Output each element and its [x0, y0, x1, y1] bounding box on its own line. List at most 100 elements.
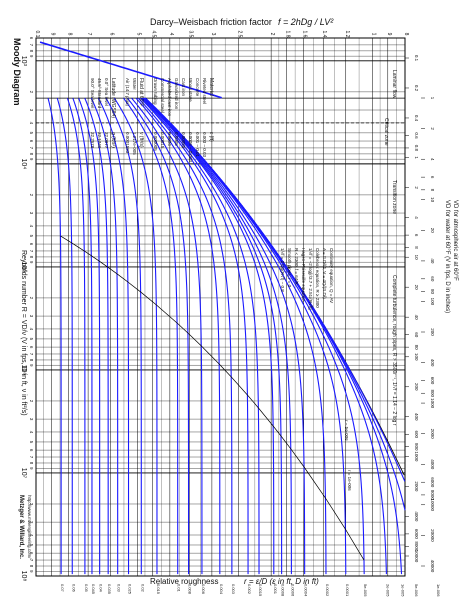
- reynolds-axis: 6 7 8 9 2 3 4 5 6 7 8 9 2 3 4 5 6 7 8 9 2 3 4 5 6 7 8 9 2 3 4 5 6 7 8 9 2 3 4 5…: [20, 37, 34, 582]
- roughness-label: 0.035: [107, 584, 112, 595]
- roughness-label: 0.004: [219, 584, 224, 595]
- vd-water-tick-label: 10000: [414, 550, 419, 563]
- table-cell: 0.003 – 0.03: [202, 132, 207, 158]
- critical-zone-label: Critical zone: [383, 118, 389, 146]
- roughness-label: 0.01: [177, 584, 182, 593]
- vd-air-tick-label: 8000: [430, 490, 435, 501]
- reynolds-tick-label: 4: [29, 122, 34, 125]
- roughness-curve: [123, 97, 179, 575]
- table-cell: 0.0004: [167, 132, 172, 146]
- reynolds-tick-label: 8: [29, 462, 34, 465]
- vd-water-tick-label: 400: [414, 413, 419, 421]
- credit-company: Metzger & Willard, Inc.: [18, 495, 24, 559]
- equation-text: 1/√f = 2 log(R√f) − 0.8: [280, 248, 285, 292]
- table-cell: 0.00085: [181, 132, 186, 149]
- table-cell: 32.0877: [104, 132, 109, 149]
- reynolds-tick-label: 7: [29, 559, 34, 562]
- reynolds-tick-label: 9: [29, 158, 34, 161]
- roughness-curve: [66, 97, 86, 575]
- roughness-curve: [127, 97, 190, 575]
- reynolds-tick-label: 8: [29, 565, 34, 568]
- reynolds-tick-label: 8: [29, 153, 34, 156]
- reynolds-tick-label: 9: [29, 364, 34, 367]
- transition-zone-label: Transition zone: [391, 180, 397, 214]
- roughness-curve: [143, 97, 292, 575]
- equation-text: Continuity equation, Q = AV: [329, 248, 334, 303]
- vd-water-tick-label: 0.8: [414, 145, 419, 152]
- table-cell: 32.1740: [97, 132, 102, 149]
- friction-curves: [39, 41, 406, 575]
- reynolds-decade-label: 10⁶: [20, 365, 27, 376]
- vd-water-tick-label: 2: [414, 186, 419, 189]
- f-tick-label: 1.6: [302, 31, 308, 38]
- roughness-curve: [140, 97, 249, 575]
- vd-air-tick-label: 4: [430, 158, 435, 161]
- f-tick-label: 4: [168, 33, 174, 36]
- reynolds-tick-label: 6: [29, 449, 34, 452]
- vd-air-tick-label: 2: [430, 127, 435, 130]
- table-cell: 0.000005: [153, 132, 158, 151]
- roughness-curve: [137, 97, 233, 575]
- equation-text: Hagen–Poiseuille equation: [301, 248, 306, 302]
- roughness-curve: [131, 97, 203, 575]
- reynolds-tick-label: 4: [29, 534, 34, 537]
- vd-water-tick-label: 100: [414, 353, 419, 361]
- roughness-label: 1e-006: [436, 584, 441, 597]
- vd-water-tick-label: 1: [414, 156, 419, 159]
- f-tick-label: 0.1: [34, 31, 40, 38]
- vd-air-tick-label: 10000: [430, 499, 435, 512]
- roughness-label: 0.0002: [325, 584, 330, 597]
- reynolds-tick-label: 9: [29, 467, 34, 470]
- roughness-label: 0.02: [140, 584, 145, 593]
- vd-water-tick-label: 8: [414, 246, 419, 249]
- vd-air-axis-label: VD for atmospheric air at 60°F: [452, 200, 458, 281]
- vd-water-tick-label: 0.1: [414, 55, 419, 62]
- table-cell: 0.0° Sea level: [104, 78, 109, 106]
- reynolds-tick-label: 5: [29, 441, 34, 444]
- vd-air-tick-label: 4000: [430, 459, 435, 470]
- vd-air-tick-label: 20: [430, 228, 435, 234]
- table-cell: Cast iron: [181, 78, 186, 97]
- f-tick-label: 1.2: [344, 31, 350, 38]
- table-cell: Galvanized iron: [174, 78, 179, 110]
- vd-water-tick-label: 4: [414, 216, 419, 219]
- roughness-label: 0.003: [231, 584, 236, 595]
- vd-air-tick-label: 1000: [430, 398, 435, 409]
- reynolds-tick-label: 7: [29, 456, 34, 459]
- roughness-label: 0.07: [60, 584, 65, 593]
- top-title: Darcy–Weisbach friction factor f = 2hDg …: [150, 17, 334, 27]
- table-cell: 0.001 – 0.01: [195, 132, 200, 158]
- roughness-curve: [72, 97, 93, 575]
- reynolds-decade-label: 10⁵: [20, 262, 27, 273]
- reynolds-tick-label: 7: [29, 147, 34, 150]
- table-cell: Asphalted cast iron: [167, 78, 172, 117]
- f-tick-label: 8: [403, 33, 409, 36]
- table-cell: 0.00015: [160, 132, 165, 149]
- table-cell: 90.0° Sea level: [90, 78, 95, 108]
- vd-water-tick-label: 2000: [414, 481, 419, 492]
- f-tick-label: 8: [67, 33, 73, 36]
- table-cell: Commercial steel: [160, 78, 165, 113]
- reynolds-tick-label: 5: [29, 338, 34, 341]
- reynolds-tick-label: 4: [29, 225, 34, 228]
- table-header: Material: [208, 78, 214, 96]
- roughness-curve: [144, 97, 327, 575]
- roughness-label: 0.045: [91, 584, 96, 595]
- reynolds-tick-label: 3: [29, 521, 34, 524]
- table-header: Fluid at 60°F: [138, 78, 144, 106]
- credit-url: http://www.mwengineering.com/: [27, 495, 32, 559]
- reynolds-tick-label: 6: [29, 243, 34, 246]
- vd-air-tick-label: 800: [430, 389, 435, 397]
- vd-air-tick-label: 400: [430, 359, 435, 367]
- vd-air-tick-label: 600: [430, 377, 435, 385]
- roughness-curve: [113, 97, 158, 575]
- vd-water-tick-label: 40: [414, 315, 419, 321]
- vd-water-tick-label: 4000: [414, 511, 419, 522]
- roughness-annotation: r = 5e-006: [344, 420, 349, 441]
- bottom-title-text: Relative roughness: [150, 577, 218, 586]
- bottom-title: Relative roughness r = ε/D (ε in ft, D i…: [150, 577, 319, 586]
- laminar-label: Laminar flow: [391, 70, 397, 99]
- reynolds-decade-label: 10⁸: [20, 571, 27, 582]
- f-tick-label: 4.5: [151, 31, 157, 38]
- vd-water-tick-label: 800: [414, 443, 419, 451]
